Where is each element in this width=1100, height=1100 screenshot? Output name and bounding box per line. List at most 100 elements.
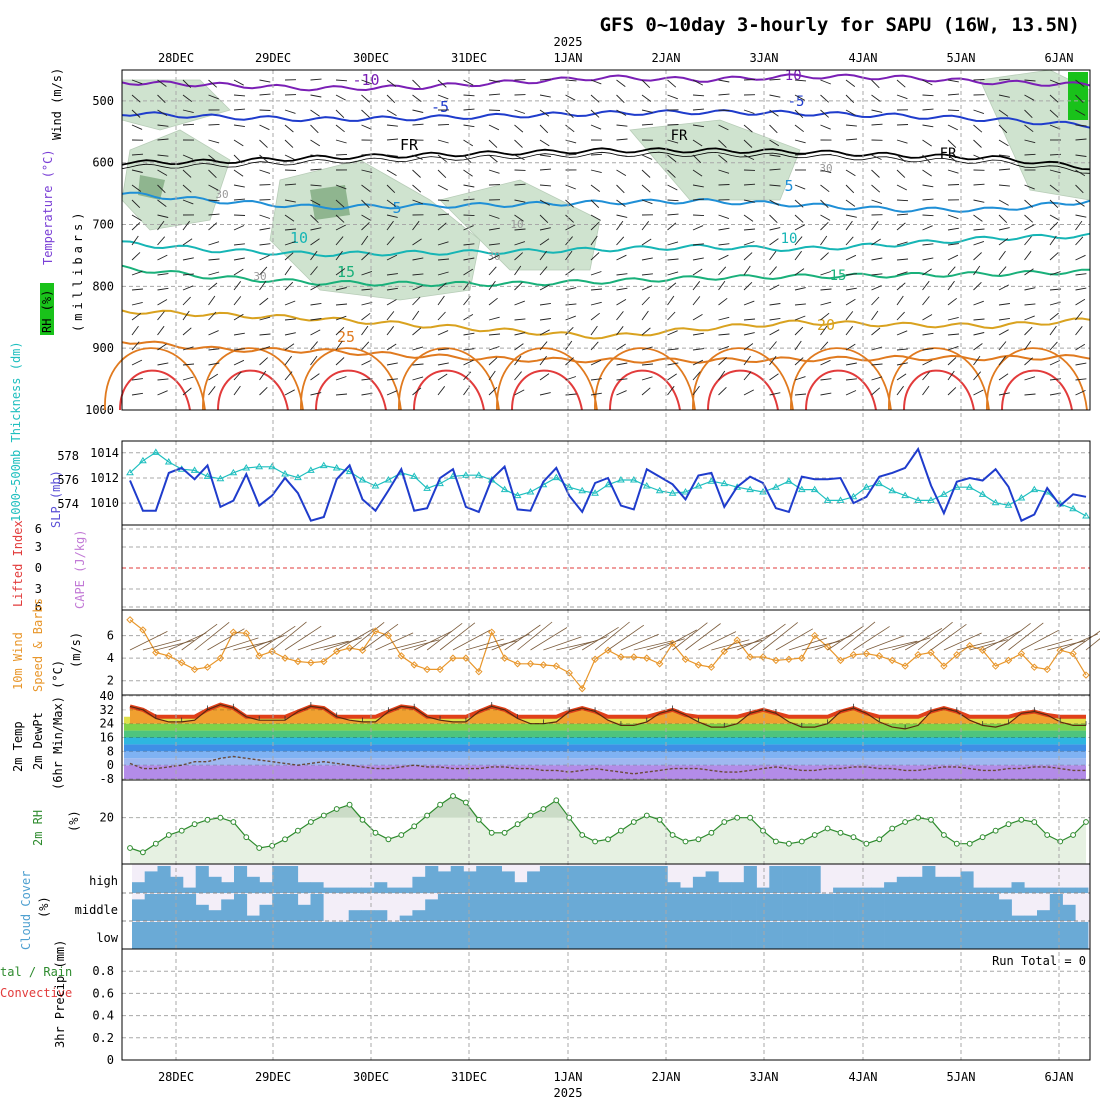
precip-tick-label: 0.4	[92, 1009, 114, 1023]
wind-barb	[590, 79, 602, 85]
wind-barb	[488, 93, 501, 96]
wind-barb	[412, 346, 424, 351]
wind-barb	[769, 227, 781, 231]
wind-barb	[590, 199, 600, 209]
wind-barb	[616, 169, 627, 176]
thickness-point	[823, 496, 832, 503]
temp-warm-fill	[130, 704, 1086, 724]
wind-barb	[157, 287, 169, 291]
wind-speed-point	[565, 669, 573, 677]
wind-barb	[896, 271, 908, 276]
contour-label: -5	[788, 94, 805, 110]
wind-barb	[131, 392, 143, 396]
wind-barb	[412, 296, 421, 306]
wind-speed-point	[772, 656, 780, 665]
wind-barb	[131, 270, 143, 276]
wind10-unit-label: (m/s)	[69, 632, 83, 668]
wind-barb	[386, 273, 398, 276]
cloud-bar-middle	[195, 904, 209, 921]
wind-barb	[896, 169, 906, 178]
thickness-point	[164, 458, 173, 465]
wind-barb	[565, 340, 573, 351]
wind-barb	[1049, 312, 1059, 321]
wind-barb	[157, 299, 168, 306]
wind-barb	[692, 257, 704, 261]
wind-barb	[157, 378, 169, 381]
wind-barb	[284, 343, 295, 351]
cloud-bar-high	[297, 882, 311, 893]
wind-barb-10m	[207, 628, 245, 651]
wind-barb	[437, 373, 448, 381]
wind-barb	[539, 329, 550, 336]
wind-barb	[743, 343, 754, 351]
wind-barb	[233, 296, 242, 306]
wind-barb	[488, 386, 498, 396]
cloud-bar-low	[310, 922, 324, 949]
wind-barb	[998, 373, 1009, 381]
wind-barb	[794, 199, 804, 208]
cloud-bar-low	[590, 922, 604, 949]
wind-barb-10m	[737, 632, 775, 651]
wind10-speed-barbs-label: Speed & Barbs	[31, 598, 45, 692]
wind-barb	[386, 154, 398, 157]
rh-contour-label: 10	[510, 218, 523, 231]
wind-barb	[284, 281, 294, 291]
wind-barb	[208, 282, 218, 291]
rh2m-point	[217, 814, 224, 821]
rh2m-point	[127, 845, 133, 851]
wind-barb	[284, 154, 296, 161]
wind-barb	[769, 154, 781, 157]
wind-barb	[539, 227, 551, 231]
wind-barb	[1049, 359, 1061, 366]
wind-barb	[1024, 315, 1035, 321]
thickness-tick-label: 574	[57, 497, 79, 511]
wind-barb	[998, 227, 1010, 231]
wind-barb	[437, 222, 447, 231]
wind-barb	[131, 124, 143, 130]
thickness-point	[604, 480, 612, 488]
wind-barb	[794, 139, 806, 144]
wind-barb	[539, 302, 551, 306]
wind-barb	[208, 79, 217, 88]
wind-barb	[233, 154, 243, 164]
wind-barb-10m	[788, 637, 828, 651]
wind-barb	[718, 214, 730, 220]
wind-barb	[845, 138, 858, 141]
wind-barb	[896, 199, 909, 202]
wind-barb	[667, 330, 678, 336]
wind-speed-point	[423, 665, 431, 674]
cloud-bar-middle	[1011, 915, 1025, 921]
thickness-point	[462, 471, 470, 478]
panel-frame-upper	[121, 69, 1091, 411]
wind-barb	[692, 139, 703, 147]
wind-barb	[259, 280, 267, 291]
wind-barb	[182, 238, 193, 246]
warm-loop-25	[692, 347, 794, 411]
pressure-tick-label: 800	[92, 279, 114, 293]
thickness-label: 1000~500mb Thickness (dm)	[9, 341, 23, 522]
temp-band	[124, 737, 1086, 745]
wind-speed-point	[229, 628, 238, 636]
wind-barb	[743, 318, 756, 321]
wind-speed-point	[707, 663, 716, 671]
wind-barb	[667, 199, 679, 202]
wind-barb	[896, 124, 909, 126]
wind-barb	[259, 297, 269, 306]
wind-barb	[616, 214, 628, 218]
wind-barb	[157, 390, 168, 396]
wind-barb	[947, 280, 955, 291]
temp-contour--10°C	[121, 73, 1091, 92]
wind-barb	[463, 79, 474, 86]
wind-barb-10m	[194, 621, 230, 651]
rh2m-point	[837, 829, 844, 836]
wind-barb	[386, 343, 397, 351]
wind-barb	[182, 123, 195, 126]
wind-speed-point	[927, 648, 935, 657]
wind-barb	[284, 139, 294, 148]
rh2m-point	[450, 793, 456, 799]
wind-barb	[1049, 325, 1057, 336]
thickness-point	[513, 491, 522, 499]
wind-barb	[310, 284, 321, 291]
wind-barb	[616, 220, 624, 231]
contour-label: FR	[400, 136, 419, 154]
